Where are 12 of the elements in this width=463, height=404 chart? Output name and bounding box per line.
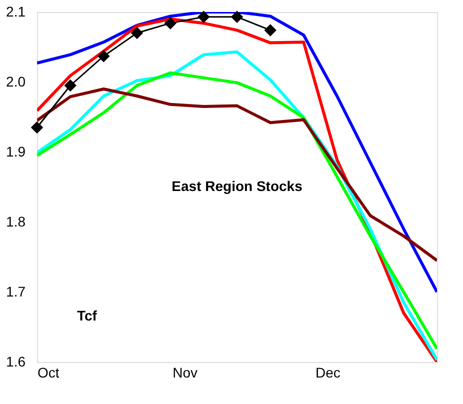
annotation: East Region Stocks (172, 178, 303, 194)
x-tick-label: Dec (316, 364, 340, 380)
y-tick-label: 1.6 (6, 354, 26, 370)
line-series (37, 12, 437, 294)
y-tick-label: 1.7 (6, 284, 26, 300)
annotation: Tcf (77, 308, 98, 324)
x-tick-label: Nov (172, 364, 198, 380)
y-tick-label: 2.1 (6, 4, 26, 20)
y-tick-label: 1.8 (6, 214, 26, 230)
y-tick-label: 2.0 (6, 74, 26, 90)
y-tick-label: 1.9 (6, 144, 26, 160)
x-tick-label: Oct (38, 364, 60, 380)
